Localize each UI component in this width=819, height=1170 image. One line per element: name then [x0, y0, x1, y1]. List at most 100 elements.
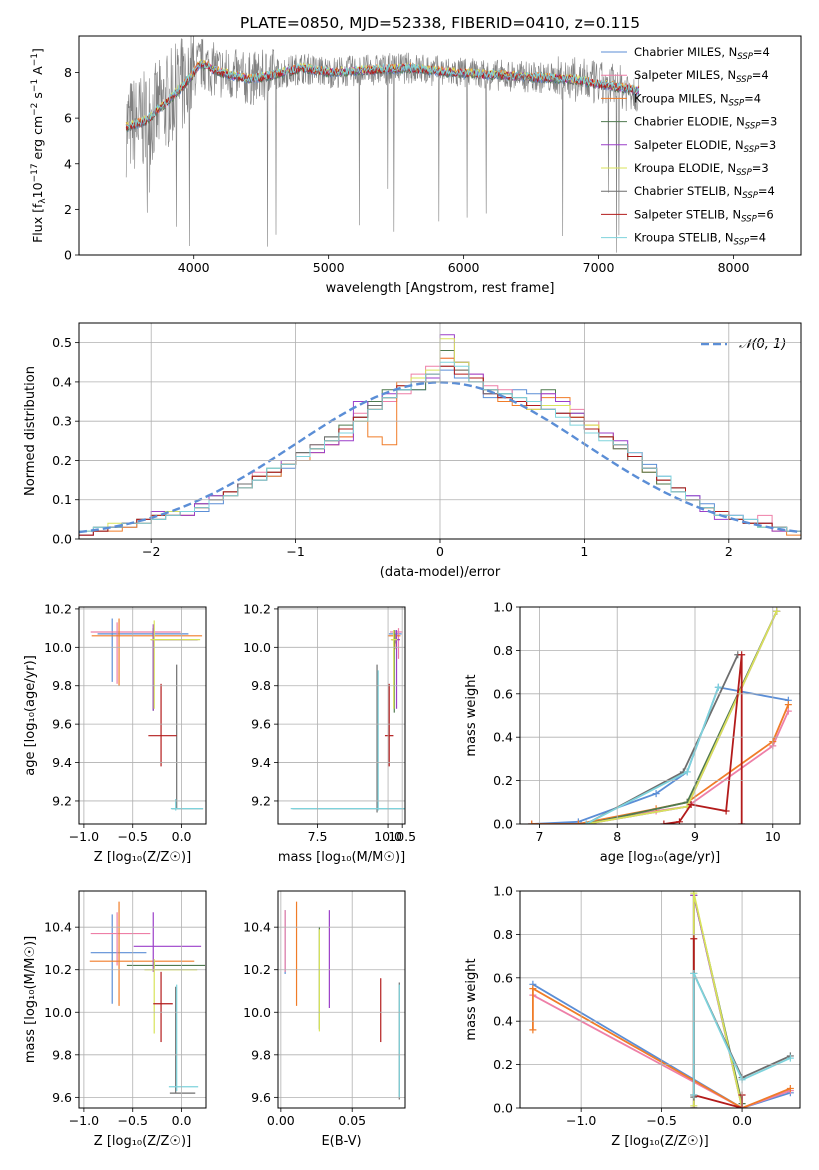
weight-series-line	[585, 686, 720, 824]
mass-weight-vs-age-axes: 7 8 9 10 0.0 0.2 0.4 0.6 0.8 1.0 age [log₁₀(age/yr…	[464, 600, 800, 865]
legend-text: =4	[753, 45, 770, 59]
x-tick-label: −1.0	[69, 829, 99, 844]
legend-entry: 𝒩(0, 1)	[739, 337, 786, 352]
y-tick-label: 0.1	[52, 492, 72, 507]
y-tick-label: 0.0	[52, 532, 72, 547]
x-tick-label: 0	[436, 544, 444, 559]
weight-series-line	[585, 610, 778, 824]
x-tick-label: −0.5	[118, 1113, 148, 1128]
weight-point-marker	[687, 800, 695, 808]
legend-text: =3	[760, 115, 777, 129]
y-tick-label: 0.4	[493, 1014, 513, 1029]
y-tick-label: 0.5	[52, 335, 72, 350]
y-axis-label-part: s	[30, 92, 45, 103]
x-tick-label: 0.00	[267, 1113, 295, 1128]
x-tick-label: 0.0	[172, 1113, 192, 1128]
legend-text: =4	[749, 231, 766, 245]
legend-text: Salpeter STELIB, N	[634, 207, 741, 221]
weight-series-line	[532, 987, 791, 1108]
y-axis-label: mass weight	[464, 674, 479, 756]
legend-subscript: SSP	[744, 145, 760, 155]
legend-entry: Chabrier STELIB, NSSP=4	[634, 184, 775, 201]
legend-text: Kroupa STELIB, N	[634, 231, 734, 245]
weight-series-line	[692, 973, 791, 1095]
weight-point-marker	[786, 1054, 794, 1062]
y-tick-label: 0.4	[52, 374, 72, 389]
histogram-legend: 𝒩(0, 1)	[701, 337, 786, 352]
weight-point-marker	[683, 768, 691, 776]
weight-point-marker	[582, 820, 590, 824]
legend-text: Salpeter ELODIE, N	[634, 138, 744, 152]
y-tick-label: 10.2	[243, 601, 271, 616]
x-tick-label: 0.05	[338, 1113, 366, 1128]
weight-series-line	[585, 610, 778, 824]
y-axis-label: age [log₁₀(age/yr)]	[23, 655, 38, 776]
x-tick-label: −1	[286, 544, 304, 559]
y-axis-label-part: Flux [f	[30, 203, 45, 243]
residual-histogram-frame	[78, 322, 802, 540]
y-tick-label: 9.2	[52, 793, 72, 808]
figure-title: PLATE=0850, MJD=52338, FIBERID=0410, z=0…	[240, 14, 640, 32]
weight-point-marker	[675, 818, 683, 824]
y-tick-label: 0.2	[493, 773, 513, 788]
legend-subscript: SSP	[736, 75, 752, 85]
weight-point-marker	[773, 607, 781, 615]
legend-text: Kroupa ELODIE, N	[634, 161, 736, 175]
legend-text: =6	[757, 207, 774, 221]
y-axis-label: Normed distribution	[23, 366, 38, 496]
y-tick-label: 0.0	[493, 817, 513, 832]
x-tick-label: 10	[765, 829, 781, 844]
mass-vs-EBV-plot-area	[284, 901, 400, 1100]
y-tick-label: 0.4	[493, 730, 513, 745]
mass-vs-Z-frame	[78, 890, 207, 1109]
weight-point-marker	[528, 820, 536, 824]
legend-text: =3	[759, 138, 776, 152]
weight-series-line	[531, 704, 790, 824]
legend-entry: Salpeter ELODIE, NSSP=3	[634, 138, 776, 155]
spectrum-axes: 4000 5000 6000 7000 8000 0 2 4 6 8 wavelength [Ang…	[64, 65, 749, 296]
y-tick-label: 9.2	[251, 793, 271, 808]
x-tick-label: 7.5	[308, 829, 328, 844]
legend-text: Kroupa MILES, N	[634, 91, 729, 105]
weight-point-marker	[738, 651, 746, 659]
x-tick-label: 5000	[313, 260, 345, 275]
weight-series-line	[663, 654, 743, 824]
y-tick-label: 9.6	[52, 1090, 72, 1105]
legend-text: Chabrier STELIB, N	[634, 184, 742, 198]
age-vs-Z-panel	[90, 618, 204, 811]
weight-point-marker	[690, 891, 698, 897]
mass-vs-EBV-axes: 0.00 0.05 9.6 9.8 10.0 10.2 10.4 E(B-V)	[243, 891, 405, 1149]
x-tick-label: 6000	[448, 260, 480, 275]
x-axis-label: wavelength [Angstrom, rest frame]	[326, 281, 555, 296]
x-tick-label: −2	[142, 544, 160, 559]
y-tick-label: 9.8	[52, 678, 72, 693]
age-vs-Z-axes: −1.0 −0.5 0.0 9.2 9.4 9.6 9.8 10.0 10.2 Z [log₁₀(…	[23, 601, 206, 865]
y-tick-label: 10.0	[243, 640, 271, 655]
legend-subscript: SSP	[729, 98, 745, 108]
y-axis-label-part: 10	[30, 182, 45, 198]
age-vs-mass-plot-area	[290, 628, 405, 813]
weight-point-marker	[784, 701, 792, 709]
y-tick-label: 10.4	[243, 920, 271, 935]
age-vs-Z-plot-area	[90, 618, 204, 811]
legend-entry: Chabrier MILES, NSSP=4	[634, 45, 770, 62]
x-tick-label: 8	[613, 829, 621, 844]
legend-subscript: SSP	[741, 214, 757, 224]
legend-entry: Kroupa ELODIE, NSSP=3	[634, 161, 769, 178]
y-tick-label: 0.3	[52, 414, 72, 429]
mass-weight-vs-Z-panel	[529, 891, 794, 1108]
y-tick-label: 10.2	[243, 962, 271, 977]
legend-subscript: SSP	[734, 238, 750, 248]
weight-point-marker	[690, 1102, 698, 1108]
mass-weight-vs-age-plot-area	[528, 607, 792, 824]
mass-vs-EBV-frame	[277, 890, 406, 1109]
weight-series-line	[532, 994, 791, 1108]
x-tick-label: 0.0	[732, 1113, 752, 1128]
y-axis-label-part: −17	[30, 163, 40, 182]
y-tick-label: 9.8	[52, 1047, 72, 1062]
y-tick-label: 6	[64, 111, 72, 126]
age-vs-Z-frame	[78, 606, 207, 825]
y-tick-label: 0.6	[493, 686, 513, 701]
